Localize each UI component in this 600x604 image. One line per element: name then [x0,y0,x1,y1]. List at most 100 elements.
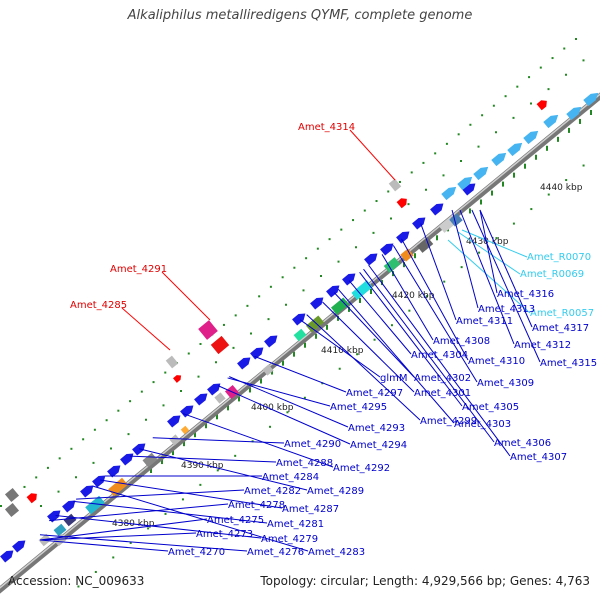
gc-dot [222,323,225,326]
gc-dot [477,145,480,148]
gene-arrow [107,465,121,478]
gc-dot [356,353,359,356]
gc-dot [328,238,331,241]
gc-dot [140,390,143,393]
gc-dot [579,118,581,124]
gene-arrow [457,176,473,191]
gene-label: Amet_4281 [267,519,324,530]
gene-label: Amet_4303 [454,419,511,430]
gc-dot [70,447,73,450]
gene-leader [39,539,169,552]
gene-label: Amet_4283 [308,547,365,558]
gene-arrow [237,357,251,370]
gene-arrow [342,273,356,286]
gc-dot [180,390,182,392]
gc-dot [582,164,585,167]
gc-dot [234,314,237,317]
gene-label: Amet_4282 [244,486,301,497]
gene-label: Amet_4309 [477,378,534,389]
gene-arrow [80,485,94,498]
gc-dot [162,404,165,407]
gc-dot [75,476,77,479]
gc-dot [480,199,482,205]
gc-dot [568,127,570,133]
gene-leader [368,264,511,457]
gc-dot [187,352,190,355]
gene-label: Amet_4310 [468,356,525,367]
gc-dot [112,556,115,559]
gene-label: Amet_4299 [420,416,477,427]
gc-dot [355,246,357,249]
gc-dot [40,505,42,507]
gene-arrow [491,152,507,167]
gene-arrow [326,285,340,298]
gc-dot [105,419,108,422]
red-gene-label: Amet_4285 [70,300,127,311]
gene-leader [182,413,334,468]
gc-dot [375,200,378,203]
gc-dot [246,304,249,307]
gc-dot [390,324,393,327]
gene-leader [39,532,197,541]
gc-dot [293,266,296,269]
gene-leader [479,209,498,294]
gene-block [4,502,20,518]
gene-leader [471,209,541,363]
gene-arrow [583,92,599,107]
gene-label: glmM [380,373,408,384]
gc-dot [337,260,340,263]
gc-dot [92,461,95,464]
gc-dot [215,361,217,364]
gene-label: Amet_4275 [207,515,264,526]
gene-block [169,434,181,446]
gc-dot [269,425,272,428]
gene-arrow [441,186,457,201]
gc-dot [524,163,526,169]
gc-dot [303,396,306,399]
gene-arrow [523,130,539,145]
gc-dot [495,131,497,134]
gc-dot [271,369,273,375]
tick-label: 4440 kbp [540,183,583,193]
gene-leader [99,479,283,509]
gc-dot [269,285,272,288]
gene-block [305,315,325,333]
gene-leader [322,301,415,393]
gene-block [388,178,402,192]
tick-label: 4420 kbp [392,291,435,301]
gc-dot [398,180,401,183]
gc-dot [563,47,566,50]
gc-dot [82,438,85,441]
gene-leader [129,455,277,463]
rna-leader [447,239,531,314]
gene-leader [299,319,381,378]
gene-label: Amet_4290 [284,439,341,450]
gene-arrow [430,203,444,216]
gene-leader [217,385,351,445]
gc-dot [234,454,237,457]
gene-label: Amet_4313 [478,304,535,315]
gc-dot [183,441,185,447]
gene-block [198,320,218,340]
gene-label: Amet_4279 [261,534,318,545]
gc-dot [502,181,504,187]
gc-dot [164,512,167,515]
callout-leader [349,129,396,181]
gc-dot [316,247,319,250]
gene-leader [381,254,434,341]
gene-block [330,297,350,315]
gc-dot [530,102,532,105]
gc-dot [150,468,152,473]
gc-dot [457,133,460,136]
gc-dot [512,116,515,119]
gc-dot [205,423,207,429]
gc-dot [281,276,284,279]
gc-dot [551,57,554,60]
gc-dot [546,145,548,151]
gene-block [383,257,401,273]
gene-label: Amet_4293 [348,423,405,434]
gc-dot [285,303,287,306]
gene-leader [39,534,248,552]
gc-dot [315,333,317,339]
gc-dot [443,280,446,283]
